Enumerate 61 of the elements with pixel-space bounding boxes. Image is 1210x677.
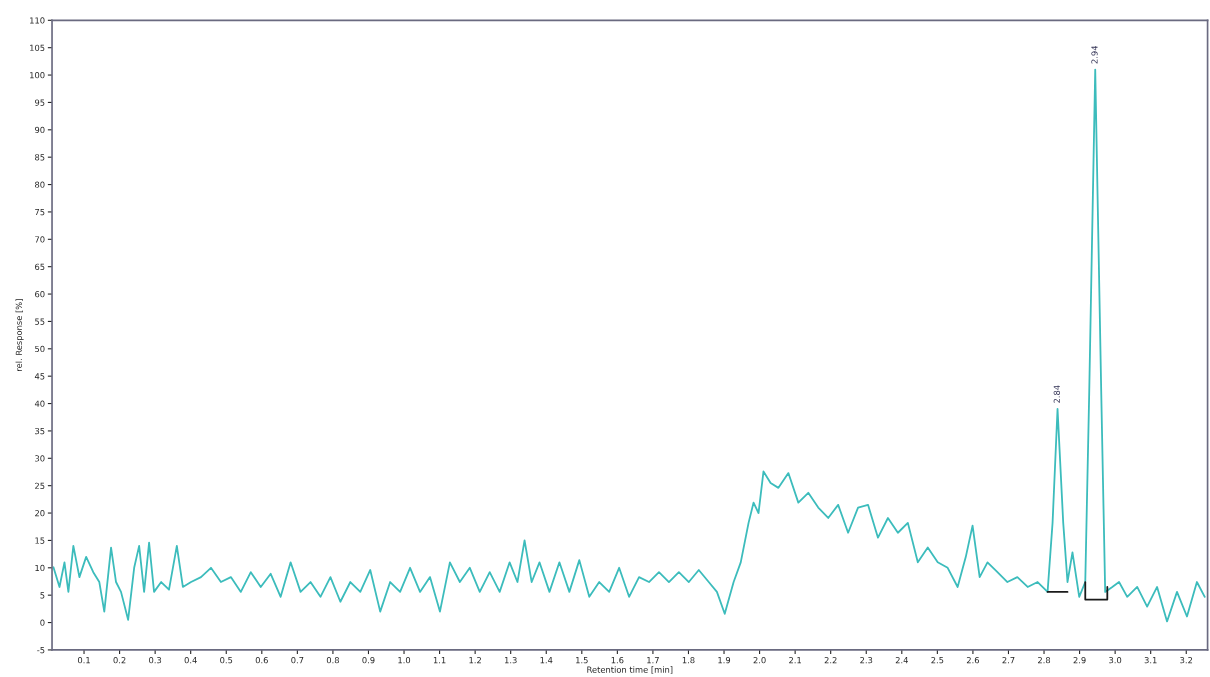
y-tick-label: 60 <box>35 291 45 298</box>
y-tick-label: 95 <box>35 99 45 106</box>
annotation: 2.84 <box>1053 385 1060 403</box>
x-tick-label: 2.9 <box>1073 657 1086 664</box>
y-tick-label: 20 <box>35 510 45 517</box>
y-tick-label: 100 <box>30 72 45 79</box>
x-tick-label: 2.0 <box>753 657 766 664</box>
x-tick-label: 0.4 <box>184 657 197 664</box>
y-tick-label: 35 <box>35 427 45 435</box>
y-tick-label: 15 <box>35 537 45 544</box>
x-tick-label: 3.0 <box>1109 657 1122 664</box>
x-tick-label: 1.9 <box>718 657 731 664</box>
x-tick-label: 2.4 <box>895 657 908 664</box>
line-series <box>52 68 1206 623</box>
x-tick-label: 0.9 <box>362 657 375 664</box>
y-tick-label: 65 <box>35 263 45 270</box>
y-tick-label: 45 <box>34 373 45 380</box>
y-tick-label: 105 <box>30 44 45 51</box>
x-tick-label: 2.1 <box>789 657 801 664</box>
x-axis-title: Retention time [min] <box>587 666 673 674</box>
y-tick-label: -5 <box>37 647 45 654</box>
y-tick-label: 55 <box>35 318 45 325</box>
x-tick-label: 0.8 <box>326 657 339 664</box>
x-tick-label: 0.3 <box>149 657 162 664</box>
x-tick-label: 2.2 <box>824 657 837 664</box>
x-tick-label: 1.0 <box>398 657 411 664</box>
x-tick-label: 2.8 <box>1038 657 1051 664</box>
x-tick-label: 0.1 <box>77 657 90 664</box>
y-tick-label: 80 <box>35 181 45 188</box>
y-tick-label: 70 <box>35 236 45 243</box>
y-axis-title: rel. Response [%] <box>15 299 24 371</box>
x-tick-label: 1.6 <box>611 657 624 664</box>
y-tick-label: 85 <box>35 154 45 161</box>
x-tick-label: 0.5 <box>220 657 233 664</box>
x-tick-label: 0.7 <box>291 657 304 664</box>
x-tick-label: 1.3 <box>504 657 517 664</box>
x-tick-label: 1.4 <box>540 657 553 664</box>
x-tick-label: 0.2 <box>113 657 126 664</box>
x-tick-label: 1.2 <box>469 657 481 664</box>
y-tick-label: 10 <box>35 564 45 572</box>
x-tick-label: 2.5 <box>931 657 944 664</box>
x-tick-label: 2.7 <box>1002 657 1015 664</box>
x-tick-label: 1.7 <box>647 657 659 664</box>
y-tick-label: 25 <box>35 482 45 489</box>
x-tick-label: 3.2 <box>1180 657 1193 664</box>
y-tick-label: 110 <box>30 17 45 24</box>
y-tick-label: 5 <box>40 592 45 599</box>
y-tick-label: 40 <box>34 400 45 407</box>
x-tick-label: 1.8 <box>682 657 695 664</box>
y-tick-label: 0 <box>40 619 45 626</box>
x-tick-label: 1.5 <box>576 657 588 664</box>
x-tick-label: 1.1 <box>433 657 446 664</box>
x-tick-label: 2.3 <box>860 657 873 664</box>
x-tick-label: 3.1 <box>1144 657 1157 664</box>
annotation: 2.94 <box>1091 45 1098 64</box>
y-tick-label: 30 <box>35 455 45 462</box>
y-tick-label: 75 <box>35 209 45 216</box>
x-tick-label: 0.6 <box>255 657 268 664</box>
y-tick-label: 90 <box>35 126 45 134</box>
x-tick-label: 2.6 <box>966 657 980 664</box>
y-tick-label: 50 <box>35 345 45 353</box>
